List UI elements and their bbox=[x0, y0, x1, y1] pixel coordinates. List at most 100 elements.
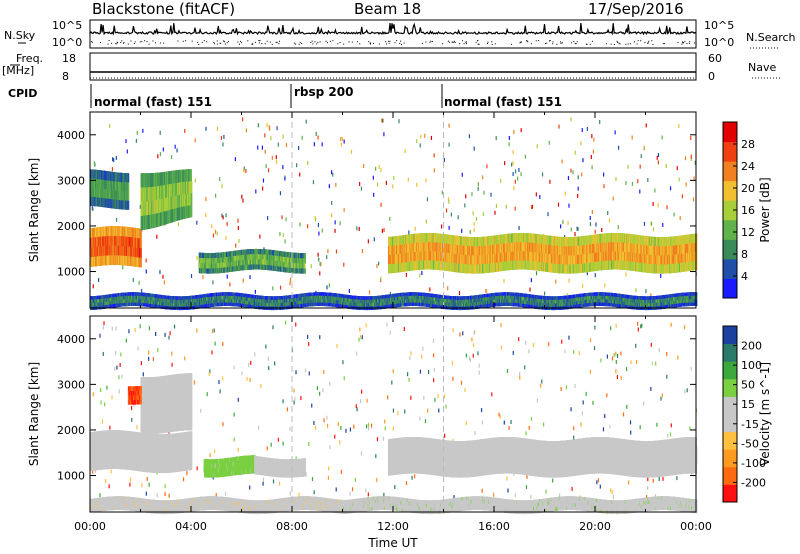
nsearch-dot bbox=[228, 41, 229, 42]
xtick-label: 00:00 bbox=[680, 520, 712, 533]
power-colorbar-cell bbox=[723, 122, 737, 142]
nsearch-dot bbox=[573, 41, 574, 42]
nsearch-dot bbox=[677, 42, 678, 43]
nsearch-dot bbox=[220, 43, 221, 44]
power-colorbar-cell bbox=[723, 161, 737, 181]
nsearch-dot bbox=[696, 43, 697, 44]
nsearch-dot bbox=[327, 42, 328, 43]
nsearch-dot bbox=[614, 44, 615, 45]
nsearch-dot bbox=[144, 40, 145, 41]
nsearch-dot bbox=[217, 40, 218, 41]
xtick-label: 08:00 bbox=[276, 520, 308, 533]
nsearch-dot bbox=[459, 43, 460, 44]
nsearch-dot bbox=[592, 41, 593, 42]
nsearch-dot bbox=[326, 41, 327, 42]
power-colorbar-tick-label: 24 bbox=[741, 160, 755, 173]
velocity-colorbar-cell bbox=[723, 344, 737, 362]
nsearch-dot bbox=[152, 40, 153, 41]
nsearch-dot bbox=[545, 43, 546, 44]
velocity-colorbar-tick-label: 15 bbox=[741, 398, 755, 411]
nsearch-dot bbox=[637, 43, 638, 44]
nsearch-dot bbox=[511, 44, 512, 45]
nsearch-dot bbox=[536, 40, 537, 41]
nsearch-dot bbox=[686, 43, 687, 44]
power-colorbar-label: Power [dB] bbox=[758, 177, 772, 242]
nsearch-dot bbox=[432, 41, 433, 42]
nsearch-dot bbox=[149, 44, 150, 45]
nsearch-dot bbox=[120, 42, 121, 43]
nsearch-dot bbox=[400, 41, 401, 42]
xtick-label: 16:00 bbox=[478, 520, 510, 533]
velocity-colorbar-cell bbox=[723, 326, 737, 344]
power-colorbar-tick-label: 8 bbox=[741, 248, 748, 261]
velocity-colorbar-tick-label: 200 bbox=[741, 340, 762, 353]
nsearch-dot bbox=[237, 41, 238, 42]
nsearch-dot bbox=[337, 43, 338, 44]
nsearch-dot bbox=[316, 43, 317, 44]
velocity-colorbar-tick-label: 50 bbox=[741, 379, 755, 392]
nsearch-dot bbox=[100, 42, 101, 43]
power-colorbar-cell bbox=[723, 239, 737, 259]
nsearch-dot bbox=[343, 44, 344, 45]
nsearch-dot bbox=[192, 41, 193, 42]
nsearch-dot bbox=[476, 42, 477, 43]
nsearch-dot bbox=[349, 41, 350, 42]
nsearch-dot bbox=[330, 41, 331, 42]
nsearch-dot bbox=[466, 42, 467, 43]
nsearch-dot bbox=[531, 43, 532, 44]
nsearch-dot bbox=[575, 43, 576, 44]
nsearch-dot bbox=[116, 43, 117, 44]
nsearch-dot bbox=[373, 43, 374, 44]
nsearch-dot bbox=[359, 43, 360, 44]
velocity-colorbar-cell bbox=[723, 396, 737, 414]
x-axis: 00:00 04:00 08:00 12:00 16:00 20:00 00:00Time … bbox=[74, 520, 712, 550]
nsearch-dot bbox=[141, 41, 142, 42]
nsearch-dot bbox=[241, 42, 242, 43]
nsearch-dot bbox=[227, 42, 228, 43]
nsearch-dot bbox=[340, 42, 341, 43]
nsearch-dot bbox=[664, 43, 665, 44]
nsearch-dot bbox=[625, 44, 626, 45]
nsearch-dot bbox=[466, 43, 467, 44]
nsearch-dot bbox=[160, 42, 161, 43]
nsearch-dot bbox=[140, 41, 141, 42]
nsearch-dot bbox=[546, 43, 547, 44]
nsearch-dot bbox=[223, 41, 224, 42]
velocity-ytick-label: 3000 bbox=[57, 378, 85, 391]
xtick-label: 04:00 bbox=[175, 520, 207, 533]
nsearch-dot bbox=[644, 42, 645, 43]
nsearch-dot bbox=[628, 43, 629, 44]
power-colorbar-tick-label: 28 bbox=[741, 138, 755, 151]
velocity-ytick-label: 2000 bbox=[57, 424, 85, 437]
nsearch-dot bbox=[617, 42, 618, 43]
nsearch-dot bbox=[556, 44, 557, 45]
nsearch-dot bbox=[295, 44, 296, 45]
nsearch-dot bbox=[464, 43, 465, 44]
nsearch-dot bbox=[294, 43, 295, 44]
nsearch-dot bbox=[386, 43, 387, 44]
nsearch-dot bbox=[315, 41, 316, 42]
nsearch-dot bbox=[495, 43, 496, 44]
nsearch-dot bbox=[300, 42, 301, 43]
nsearch-dot bbox=[401, 44, 402, 45]
nsearch-dot bbox=[121, 40, 122, 41]
nsearch-dot bbox=[240, 41, 241, 42]
nsearch-dot bbox=[684, 41, 685, 42]
nsearch-dot bbox=[577, 41, 578, 42]
power-ytick-label: 3000 bbox=[57, 174, 85, 187]
xtick-label: 20:00 bbox=[579, 520, 611, 533]
nsearch-dot bbox=[204, 40, 205, 41]
nsearch-dot bbox=[128, 44, 129, 45]
nsearch-dot bbox=[357, 41, 358, 42]
velocity-colorbar-cell bbox=[723, 379, 737, 397]
power-ylabel: Slant Range [km] bbox=[27, 158, 41, 262]
nsearch-dot bbox=[647, 43, 648, 44]
rti-figure: 1000200030004000Slant Range [km] 1000200… bbox=[0, 0, 800, 554]
nsearch-dot bbox=[681, 44, 682, 45]
nsearch-dot bbox=[332, 40, 333, 41]
nsearch-dot bbox=[466, 41, 467, 42]
nsearch-dot bbox=[538, 40, 539, 41]
nsearch-dot bbox=[454, 41, 455, 42]
nsearch-dot bbox=[492, 44, 493, 45]
nsearch-dot bbox=[453, 42, 454, 43]
